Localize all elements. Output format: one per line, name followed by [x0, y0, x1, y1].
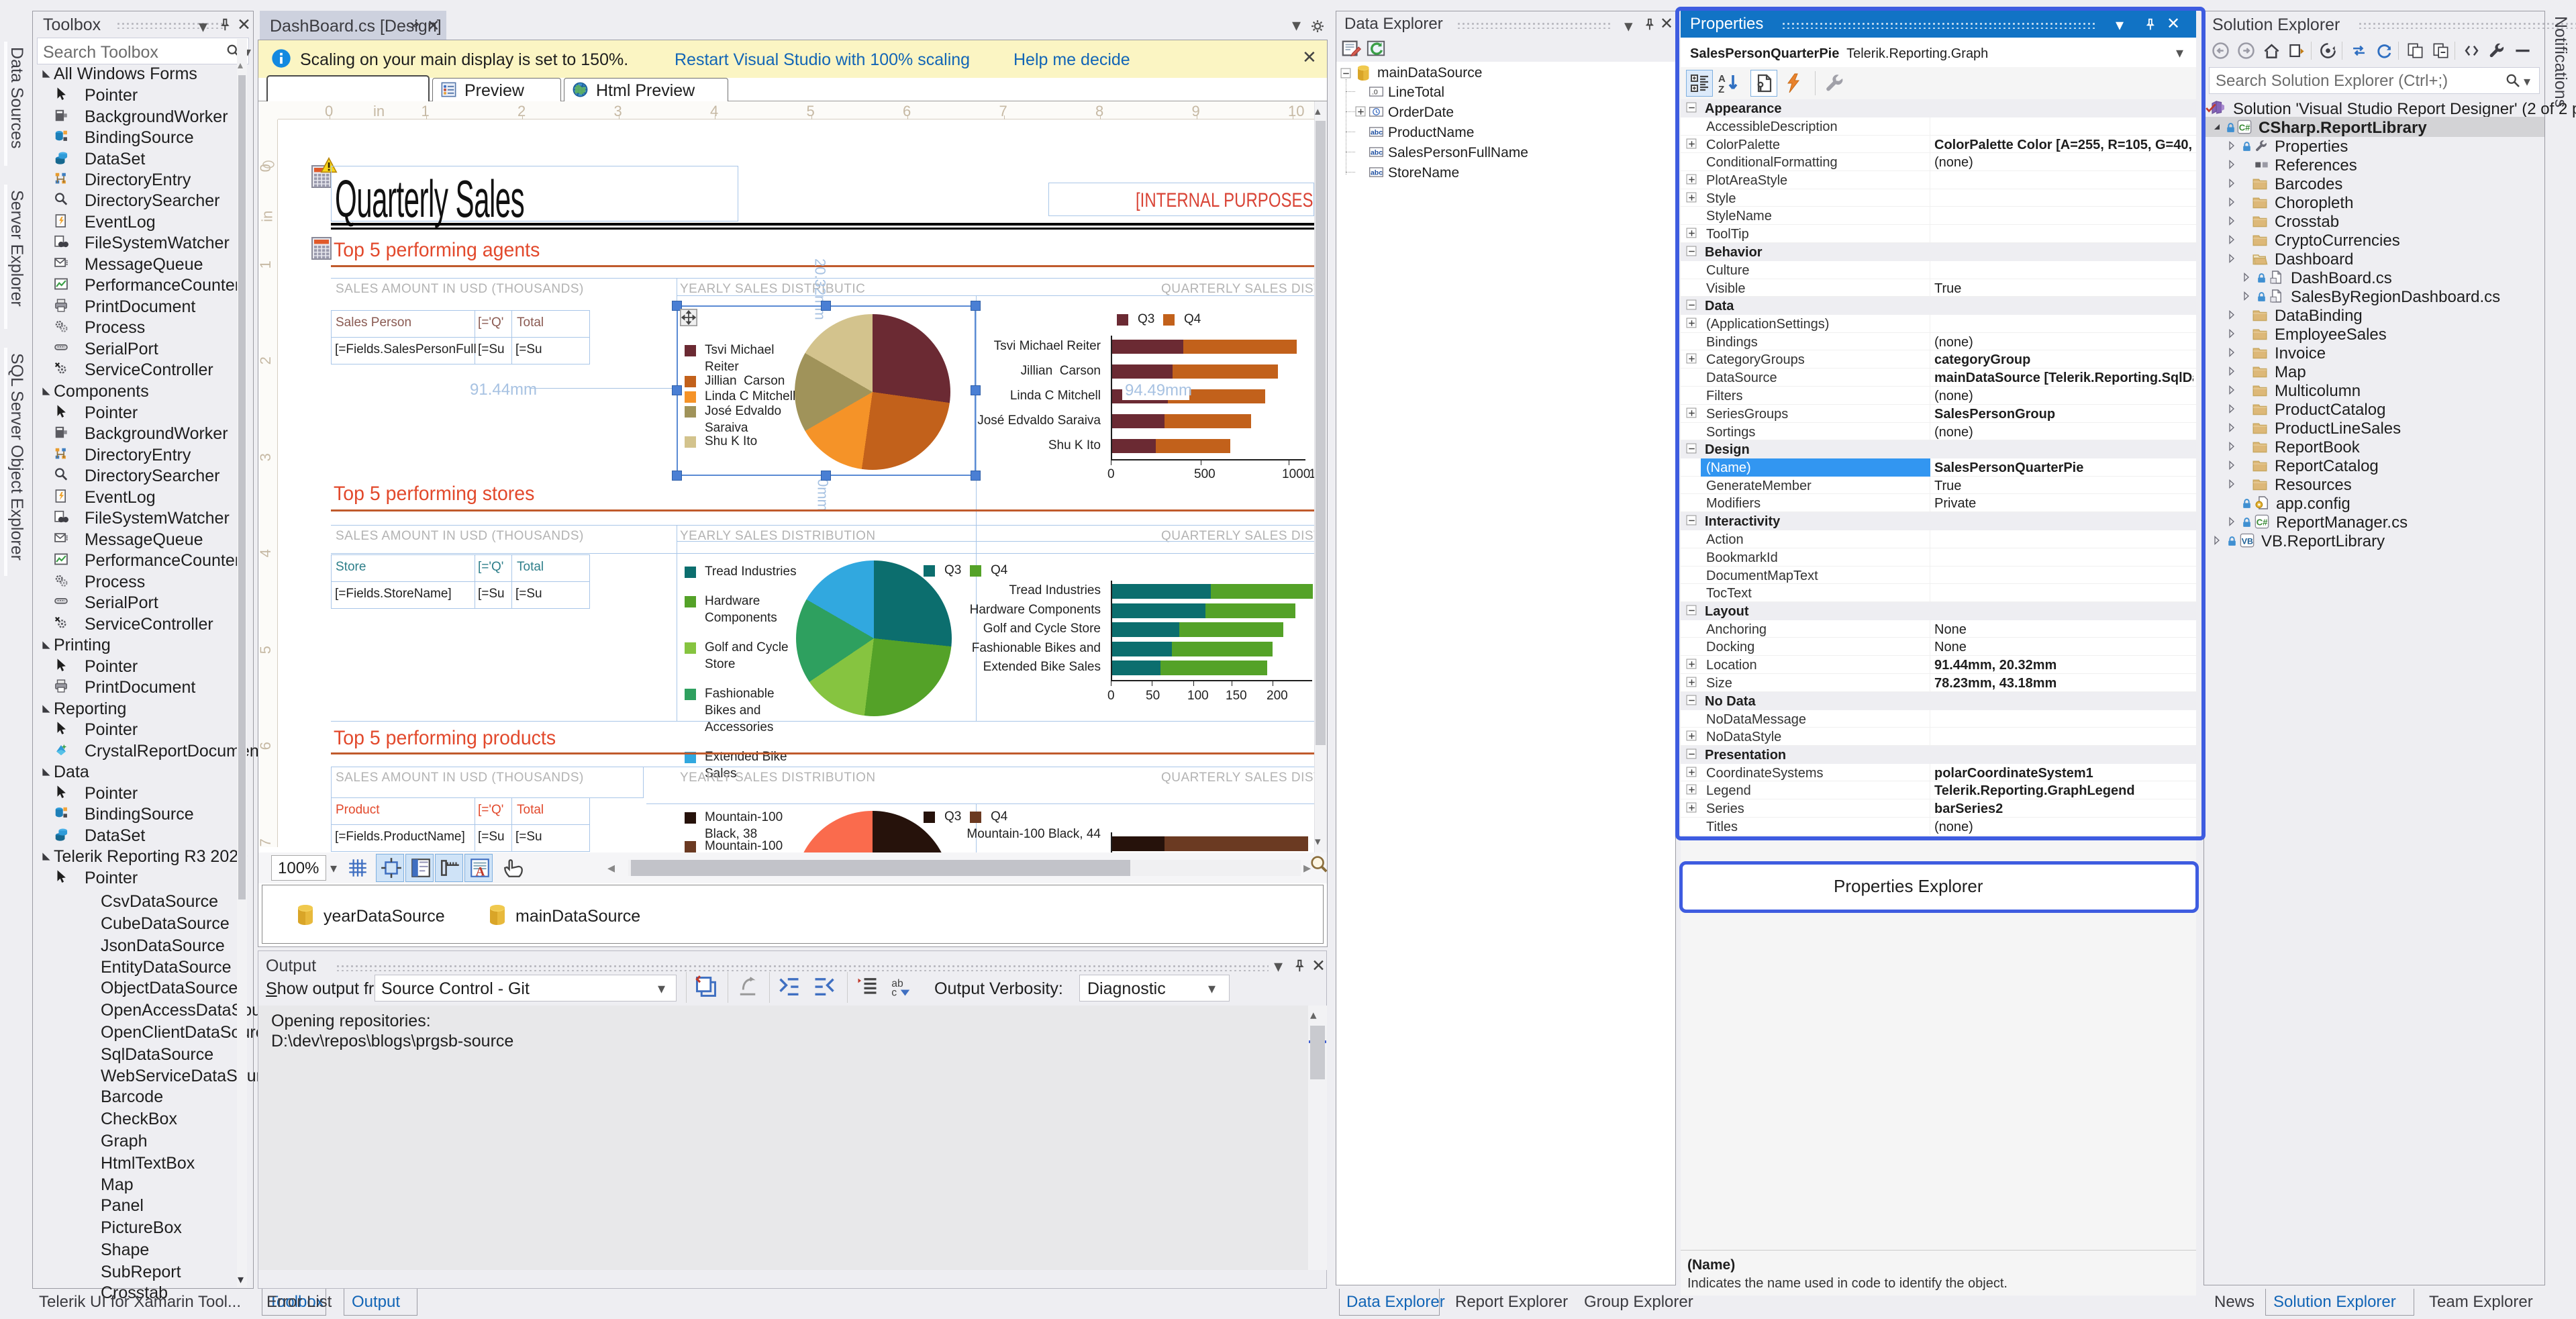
svg-text:A: A	[1718, 73, 1726, 85]
svg-text:ab: ab	[891, 978, 903, 989]
svg-text:abc: abc	[1371, 128, 1383, 136]
svg-text:abc: abc	[1371, 168, 1383, 177]
svg-text:A: A	[476, 865, 485, 879]
svg-text:Z: Z	[1718, 84, 1724, 95]
svg-text:C#: C#	[2239, 123, 2250, 133]
svg-text:VB: VB	[2242, 537, 2253, 546]
svg-text:.0: .0	[1372, 88, 1378, 96]
svg-text:C#: C#	[2257, 518, 2268, 528]
svg-text:abc: abc	[1371, 148, 1383, 156]
svg-text:c: c	[891, 987, 897, 999]
